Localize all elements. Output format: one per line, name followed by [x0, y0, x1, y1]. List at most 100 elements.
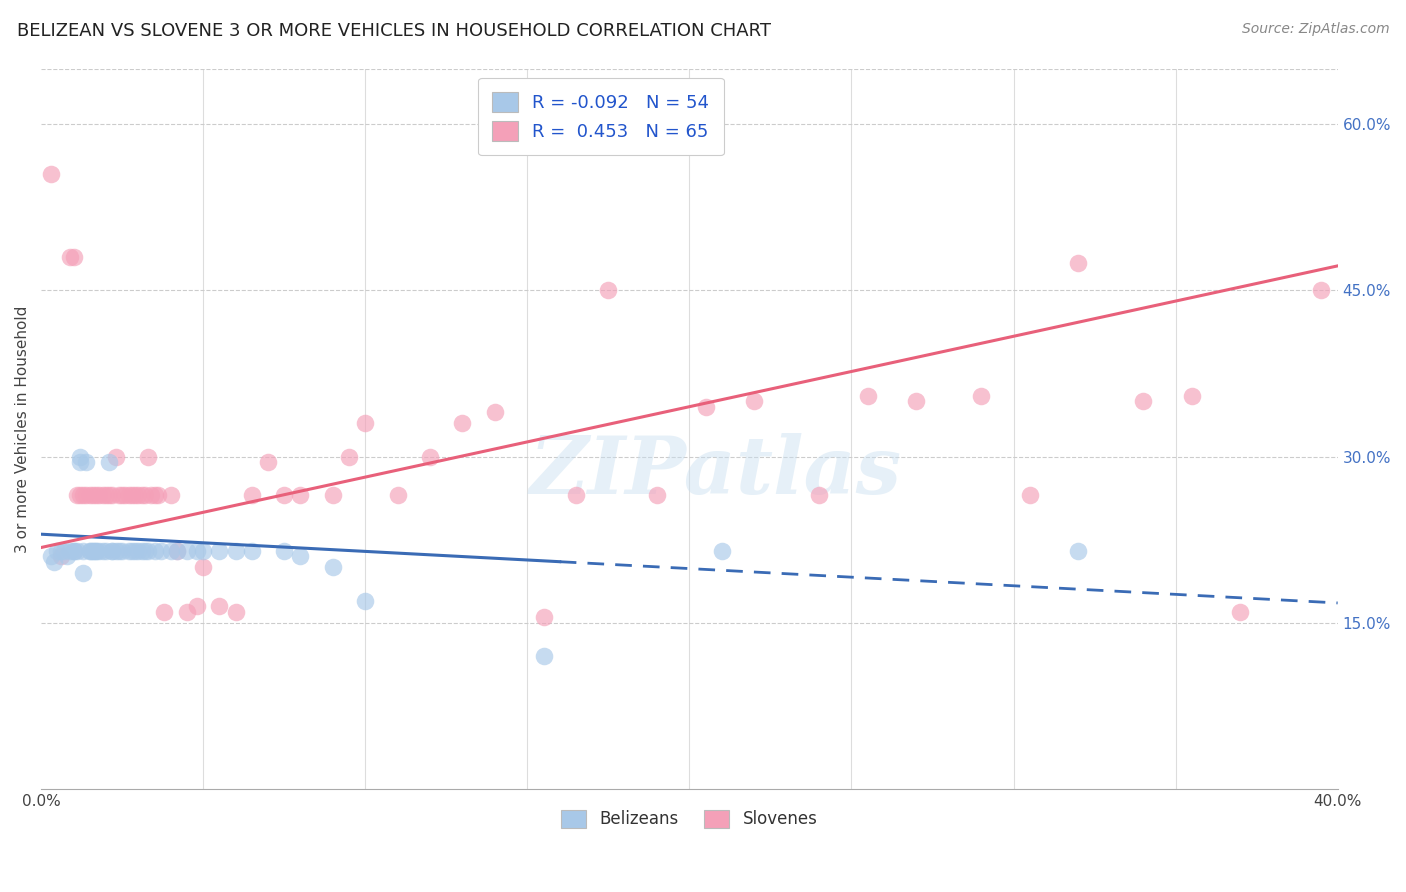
Y-axis label: 3 or more Vehicles in Household: 3 or more Vehicles in Household: [15, 305, 30, 552]
Point: [131, 488, 153, 502]
Point: [134, 544, 156, 558]
Point: [337, 450, 360, 464]
Point: [104, 544, 127, 558]
Point: [742, 394, 765, 409]
Point: [533, 649, 555, 664]
Point: [695, 400, 717, 414]
Point: [72, 566, 94, 580]
Point: [240, 544, 263, 558]
Point: [1067, 544, 1090, 558]
Point: [1018, 488, 1040, 502]
Point: [1132, 394, 1154, 409]
Point: [484, 405, 506, 419]
Point: [101, 544, 124, 558]
Point: [1181, 389, 1204, 403]
Point: [84, 488, 107, 502]
Point: [150, 544, 173, 558]
Point: [143, 488, 166, 502]
Point: [240, 488, 263, 502]
Point: [136, 544, 159, 558]
Point: [354, 593, 377, 607]
Point: [56, 549, 79, 564]
Point: [101, 488, 124, 502]
Point: [1067, 255, 1090, 269]
Point: [46, 544, 69, 558]
Point: [117, 544, 139, 558]
Point: [111, 544, 134, 558]
Point: [121, 544, 143, 558]
Point: [273, 488, 295, 502]
Point: [79, 488, 101, 502]
Point: [451, 417, 474, 431]
Point: [354, 417, 377, 431]
Text: ZIPatlas: ZIPatlas: [529, 434, 901, 511]
Point: [143, 544, 166, 558]
Point: [970, 389, 993, 403]
Point: [62, 544, 84, 558]
Point: [141, 488, 163, 502]
Point: [76, 488, 98, 502]
Point: [905, 394, 928, 409]
Point: [290, 488, 312, 502]
Point: [710, 544, 733, 558]
Point: [127, 544, 149, 558]
Point: [1310, 283, 1333, 297]
Point: [84, 544, 107, 558]
Point: [66, 488, 89, 502]
Legend: Belizeans, Slovenes: Belizeans, Slovenes: [555, 803, 824, 835]
Point: [134, 488, 156, 502]
Point: [533, 610, 555, 624]
Point: [104, 450, 127, 464]
Point: [79, 544, 101, 558]
Point: [108, 544, 131, 558]
Point: [72, 488, 94, 502]
Point: [62, 544, 84, 558]
Point: [82, 544, 104, 558]
Point: [208, 544, 231, 558]
Point: [322, 488, 344, 502]
Point: [124, 488, 146, 502]
Point: [1229, 605, 1251, 619]
Point: [193, 544, 215, 558]
Point: [59, 544, 82, 558]
Point: [59, 250, 82, 264]
Point: [89, 488, 111, 502]
Point: [49, 544, 72, 558]
Point: [273, 544, 295, 558]
Point: [124, 544, 146, 558]
Point: [117, 488, 139, 502]
Point: [186, 544, 208, 558]
Point: [101, 544, 124, 558]
Point: [49, 549, 72, 564]
Point: [82, 488, 104, 502]
Point: [159, 488, 181, 502]
Point: [72, 544, 94, 558]
Point: [94, 544, 117, 558]
Point: [91, 488, 114, 502]
Point: [66, 544, 89, 558]
Point: [225, 605, 247, 619]
Point: [159, 544, 181, 558]
Text: Source: ZipAtlas.com: Source: ZipAtlas.com: [1241, 22, 1389, 37]
Point: [108, 488, 131, 502]
Point: [186, 599, 208, 614]
Point: [94, 488, 117, 502]
Point: [69, 450, 91, 464]
Point: [290, 549, 312, 564]
Point: [84, 544, 107, 558]
Point: [208, 599, 231, 614]
Point: [808, 488, 831, 502]
Point: [645, 488, 668, 502]
Point: [89, 544, 111, 558]
Point: [322, 560, 344, 574]
Point: [225, 544, 247, 558]
Point: [79, 544, 101, 558]
Point: [42, 555, 65, 569]
Point: [176, 605, 198, 619]
Point: [153, 605, 176, 619]
Point: [136, 450, 159, 464]
Point: [131, 544, 153, 558]
Point: [166, 544, 188, 558]
Point: [69, 455, 91, 469]
Point: [598, 283, 620, 297]
